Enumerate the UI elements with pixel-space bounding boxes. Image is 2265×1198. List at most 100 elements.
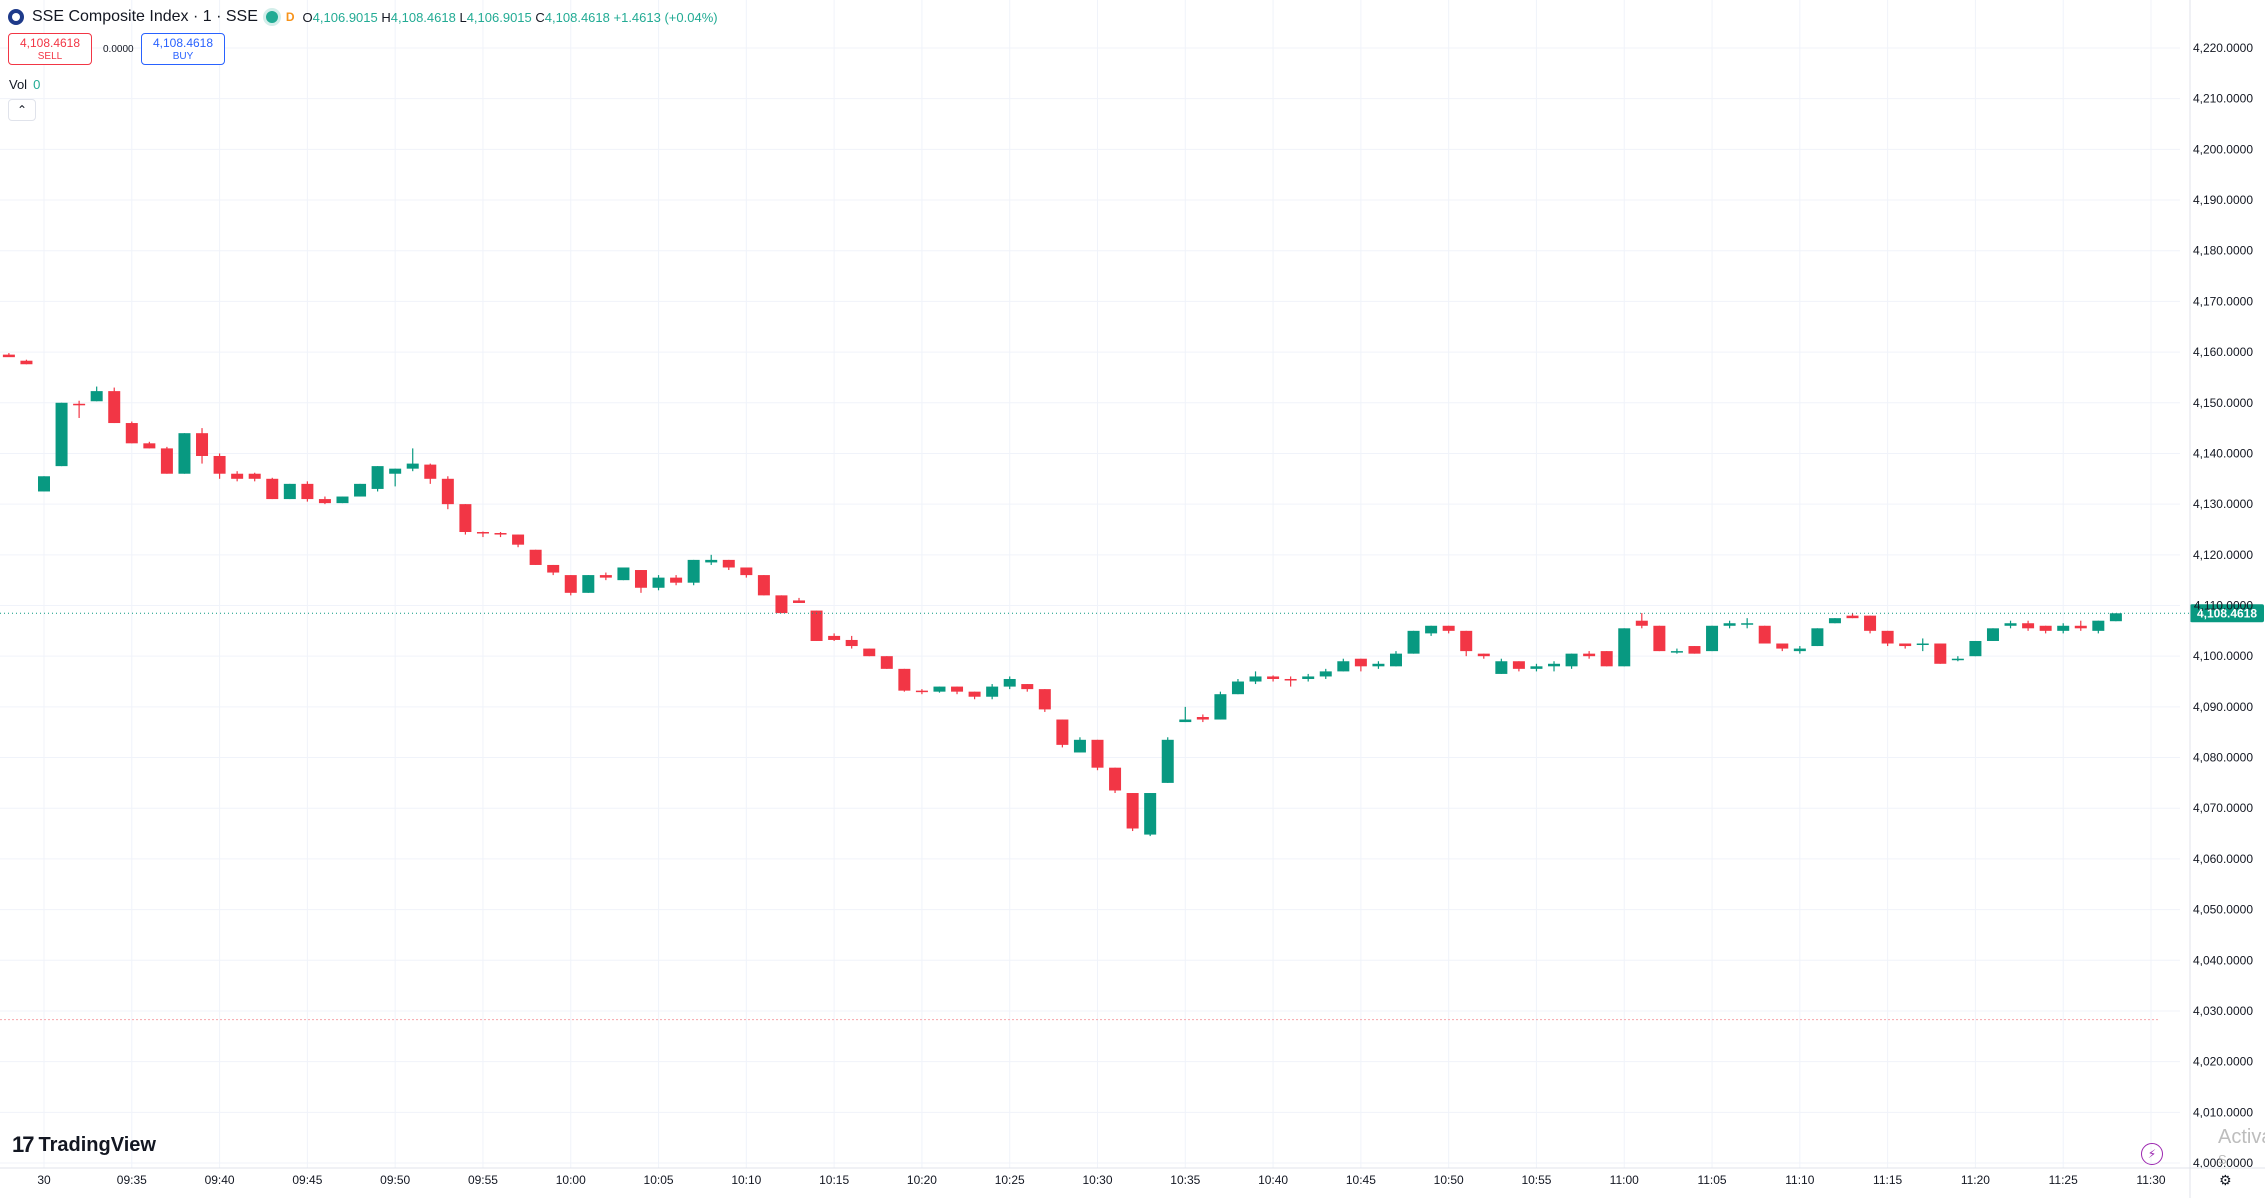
candle[interactable] <box>1723 620 1736 629</box>
candle[interactable] <box>1021 684 1034 692</box>
candle[interactable] <box>617 567 630 581</box>
candle[interactable] <box>1951 656 1964 662</box>
candle[interactable] <box>38 476 50 492</box>
candle[interactable] <box>73 400 86 418</box>
tradingview-logo[interactable]: 17 TradingView <box>12 1132 156 1158</box>
candle[interactable] <box>1267 675 1280 682</box>
lightning-bolt-icon[interactable]: ⚡ <box>2141 1143 2163 1165</box>
candle[interactable] <box>547 564 560 576</box>
candle[interactable] <box>1091 739 1104 771</box>
candle[interactable] <box>529 549 542 565</box>
candle[interactable] <box>1354 658 1367 672</box>
candle[interactable] <box>441 476 454 510</box>
candle[interactable] <box>933 686 946 693</box>
candle[interactable] <box>125 421 138 444</box>
candle[interactable] <box>968 691 981 700</box>
candle[interactable] <box>424 463 437 484</box>
candle[interactable] <box>1793 646 1806 654</box>
candle[interactable] <box>1583 651 1596 659</box>
candle[interactable] <box>2039 625 2052 634</box>
candle[interactable] <box>55 402 68 467</box>
candle[interactable] <box>283 483 296 500</box>
candle[interactable] <box>740 567 753 578</box>
candle[interactable] <box>1670 648 1683 654</box>
candle[interactable] <box>108 387 121 424</box>
candle[interactable] <box>1109 767 1122 794</box>
candle[interactable] <box>406 448 419 472</box>
candle[interactable] <box>687 559 700 586</box>
delay-badge[interactable]: D <box>285 10 295 24</box>
candle[interactable] <box>1126 793 1139 832</box>
candle[interactable] <box>1073 737 1086 753</box>
candle[interactable] <box>1231 678 1244 695</box>
candle[interactable] <box>2057 623 2070 634</box>
candle[interactable] <box>1425 625 1438 636</box>
price-axis[interactable]: 4,220.0000 4,210.0000 4,200.0000 4,190.0000… <box>2189 0 2253 1198</box>
candle[interactable] <box>1548 661 1561 672</box>
volume-legend[interactable]: Vol 0 <box>9 77 40 92</box>
candle[interactable] <box>1776 643 1789 652</box>
sell-button[interactable]: 4,108.4618 SELL <box>8 33 92 65</box>
candle[interactable] <box>582 575 595 593</box>
candle[interactable] <box>1934 643 1947 664</box>
buy-button[interactable]: 4,108.4618 BUY <box>141 33 225 65</box>
candle[interactable] <box>1758 625 1771 644</box>
candle[interactable] <box>213 453 226 479</box>
candle[interactable] <box>1196 714 1209 723</box>
candle[interactable] <box>757 575 770 596</box>
candle[interactable] <box>898 668 911 692</box>
candle[interactable] <box>705 554 718 565</box>
candle[interactable] <box>1144 793 1157 837</box>
candle[interactable] <box>1846 613 1859 619</box>
candle[interactable] <box>1214 691 1227 720</box>
candle[interactable] <box>459 504 472 535</box>
candle[interactable] <box>670 575 683 586</box>
candle[interactable] <box>1881 630 1894 647</box>
time-axis[interactable]: 30 09:35 09:40 09:45 09:50 09:55 10:00 10:05 10:… <box>0 1167 2265 1187</box>
candle[interactable] <box>1389 651 1402 667</box>
candle[interactable] <box>1477 653 1490 659</box>
gear-icon[interactable]: ⚙ <box>2219 1172 2232 1188</box>
candle[interactable] <box>775 595 788 614</box>
candle[interactable] <box>2 353 15 358</box>
candle[interactable] <box>160 446 173 474</box>
candle[interactable] <box>248 472 261 482</box>
candle[interactable] <box>1249 671 1262 685</box>
candle[interactable] <box>1565 653 1578 669</box>
candle[interactable] <box>1706 625 1719 652</box>
candle[interactable] <box>512 534 525 548</box>
candle[interactable] <box>810 610 823 641</box>
candle[interactable] <box>951 686 964 695</box>
candle[interactable] <box>1741 618 1754 629</box>
candle[interactable] <box>494 532 507 538</box>
candle[interactable] <box>2074 620 2087 631</box>
candle[interactable] <box>1442 625 1455 634</box>
candle[interactable] <box>634 570 647 593</box>
candle[interactable] <box>301 481 314 502</box>
candle[interactable] <box>1038 689 1051 712</box>
candle[interactable] <box>1319 668 1332 679</box>
candle[interactable] <box>1372 661 1385 669</box>
candle[interactable] <box>1179 706 1192 723</box>
candle[interactable] <box>336 496 349 504</box>
symbol-title[interactable]: SSE Composite Index · 1 · SSE <box>32 8 258 25</box>
chevron-up-icon[interactable]: ⌃ <box>8 99 36 121</box>
candles[interactable] <box>2 353 2122 837</box>
candle[interactable] <box>863 648 876 657</box>
candle[interactable] <box>1003 676 1016 690</box>
candle[interactable] <box>1653 625 1666 652</box>
candle[interactable] <box>1530 663 1543 672</box>
candle[interactable] <box>599 572 612 581</box>
candle[interactable] <box>354 483 367 497</box>
candle[interactable] <box>1864 615 1877 634</box>
candle[interactable] <box>1460 630 1473 657</box>
candle[interactable] <box>1056 719 1069 748</box>
candle[interactable] <box>1407 630 1420 654</box>
candle[interactable] <box>880 656 893 669</box>
candle[interactable] <box>1495 658 1508 674</box>
candle[interactable] <box>371 466 384 492</box>
candle[interactable] <box>178 433 191 474</box>
candle[interactable] <box>2092 620 2105 634</box>
candle[interactable] <box>1635 613 1648 629</box>
